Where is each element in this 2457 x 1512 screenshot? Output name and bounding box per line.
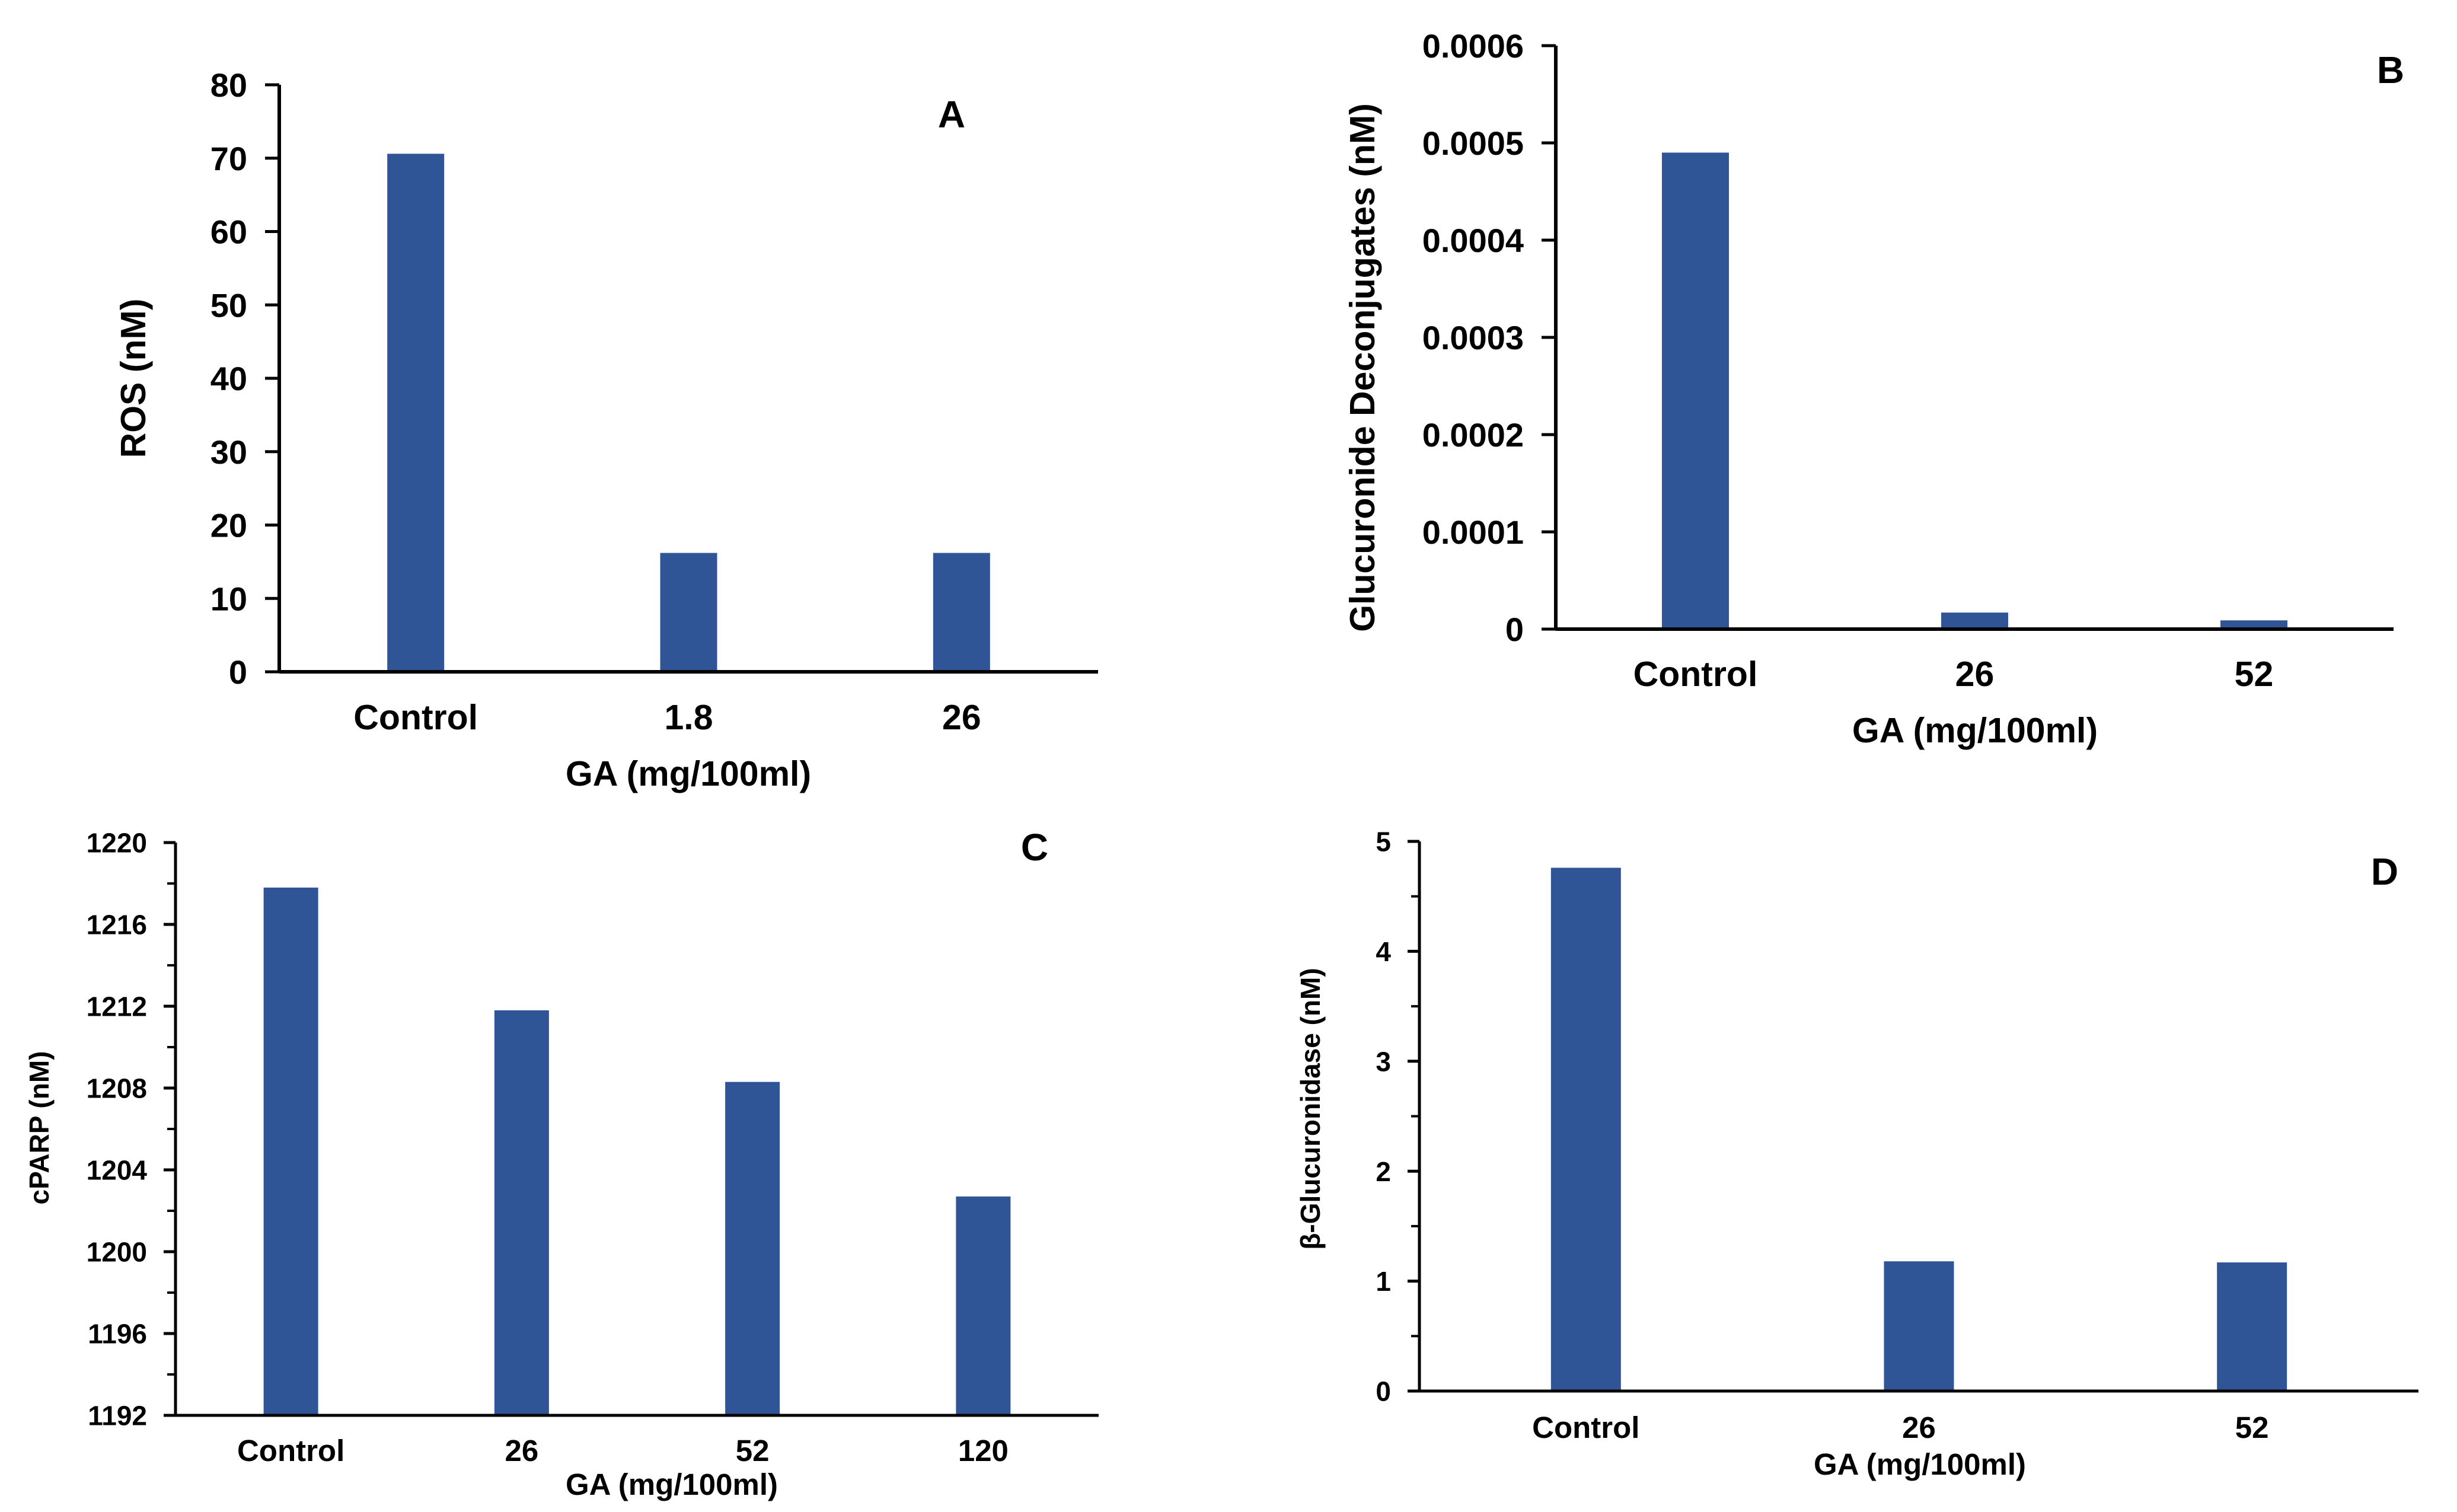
panel-b-label: B <box>2377 49 2404 91</box>
panel-d-y-tick-label: 1 <box>1376 1266 1391 1297</box>
panel-c-x-tick-label: 52 <box>736 1434 770 1468</box>
panel-b-x-tick-label: 52 <box>2235 655 2274 694</box>
panel-d-y-tick-label: 0 <box>1376 1376 1391 1407</box>
panel-c-y-tick-label: 1220 <box>87 828 147 859</box>
panel-a-xlabel: GA (mg/100ml) <box>566 754 811 793</box>
panel-b-y-tick-label: 0.0003 <box>1422 319 1524 356</box>
panel-b-y-tick-label: 0.0005 <box>1422 125 1524 162</box>
panel-c-ylabel: cPARP (nM) <box>24 1051 55 1205</box>
panel-c-x-tick-label: 26 <box>505 1434 539 1468</box>
panel-a-bars <box>387 154 990 672</box>
panel-c-y-tick-label: 1216 <box>87 910 147 940</box>
panel-a-x-ticks: Control 1.8 26 <box>353 698 981 737</box>
panel-c-x-tick-label: 120 <box>958 1434 1009 1468</box>
panel-b-bars <box>1662 152 2287 629</box>
panel-a-y-tick-label: 50 <box>210 286 247 324</box>
panel-a-bar <box>387 154 445 672</box>
panel-d-x-tick-label: Control <box>1532 1411 1639 1444</box>
panel-b-y-tick-label: 0.0002 <box>1422 416 1524 454</box>
panel-a-y-tick-label: 40 <box>210 360 247 397</box>
panel-d-y-tick-label: 2 <box>1376 1156 1391 1187</box>
panel-a-x-tick-label: Control <box>353 698 478 737</box>
panel-d-bars <box>1550 867 2287 1391</box>
panel-b-y-tick-label: 0.0001 <box>1422 513 1524 551</box>
panel-b-y-ticks: 0 0.0001 0.0002 0.0003 0.0004 0.0005 0.0006 <box>1422 27 1556 648</box>
panel-d-ylabel: β-Glucuronidase (nM) <box>1295 968 1326 1249</box>
panel-c-x-tick-label: Control <box>237 1434 344 1468</box>
panel-c-y-tick-label: 1212 <box>87 991 147 1022</box>
panel-a-y-tick-label: 10 <box>210 580 247 617</box>
panel-d-bar <box>1884 1261 1954 1391</box>
panel-d-y-tick-label: 4 <box>1376 936 1391 967</box>
panel-c-bars <box>263 887 1011 1415</box>
panel-d-x-tick-label: 26 <box>1902 1411 1936 1444</box>
panel-c-xlabel: GA (mg/100ml) <box>566 1468 778 1501</box>
panel-a-label: A <box>938 93 965 136</box>
panel-b-x-ticks: Control 26 52 <box>1633 655 2274 694</box>
chart-panel-d: 0 1 2 3 4 5 Control 26 52 GA (mg/100ml) β-Glucu… <box>1295 827 2418 1481</box>
panel-c-bar <box>263 887 318 1415</box>
panel-d-y-tick-label: 3 <box>1376 1046 1391 1077</box>
panel-a-ylabel: ROS (nM) <box>114 299 153 458</box>
panel-b-y-tick-label: 0.0004 <box>1422 222 1524 259</box>
panel-b-bar <box>2220 620 2287 629</box>
panel-c-y-tick-label: 1208 <box>87 1073 147 1104</box>
panel-a-y-tick-label: 30 <box>210 433 247 471</box>
panel-c-y-ticks: 1192 1196 1200 1204 1208 1212 1216 1220 <box>87 828 176 1431</box>
panel-a-bar <box>660 553 717 672</box>
panel-b-y-tick-label: 0 <box>1505 611 1524 648</box>
panel-d-xlabel: GA (mg/100ml) <box>1814 1447 2026 1481</box>
panel-b-ylabel: Glucuronide Deconjugates (nM) <box>1343 103 1382 632</box>
panel-a-y-tick-label: 70 <box>210 140 247 177</box>
panel-a-bar <box>933 553 990 672</box>
panel-c-y-tick-label: 1196 <box>88 1319 147 1350</box>
panel-a-y-ticks: 0 10 20 30 40 50 60 70 80 <box>210 66 279 691</box>
panel-c-y-tick-label: 1192 <box>88 1401 147 1431</box>
panel-d-x-ticks: Control 26 52 <box>1532 1411 2268 1444</box>
panel-d-label: D <box>2371 850 2398 893</box>
panel-c-bar <box>494 1010 549 1415</box>
panel-c-y-tick-label: 1204 <box>87 1155 148 1186</box>
panel-a-x-tick-label: 1.8 <box>664 698 713 737</box>
panel-b-x-tick-label: 26 <box>1955 655 1995 694</box>
panel-c-label: C <box>1021 826 1048 869</box>
panel-a-x-tick-label: 26 <box>942 698 981 737</box>
panel-a-y-tick-label: 80 <box>210 66 247 104</box>
chart-panel-a: 0 10 20 30 40 50 60 70 80 Control 1.8 26 GA (mg/10… <box>114 66 1098 793</box>
panel-c-bar <box>725 1082 780 1415</box>
panel-b-y-tick-label: 0.0006 <box>1422 27 1524 65</box>
panel-d-y-tick-label: 5 <box>1376 827 1391 857</box>
panel-b-bar <box>1941 613 2008 629</box>
panel-a-y-tick-label: 0 <box>229 653 247 691</box>
panel-d-y-ticks: 0 1 2 3 4 5 <box>1376 827 1419 1407</box>
panel-d-bar <box>1550 867 1621 1391</box>
chart-panel-c: 1192 1196 1200 1204 1208 1212 1216 1220 Control… <box>24 826 1099 1501</box>
panel-b-x-tick-label: Control <box>1633 655 1758 694</box>
panel-b-xlabel: GA (mg/100ml) <box>1852 711 2098 750</box>
panel-a-y-tick-label: 60 <box>210 213 247 251</box>
panel-c-y-tick-label: 1200 <box>87 1237 147 1268</box>
panel-c-x-ticks: Control 26 52 120 <box>237 1434 1009 1468</box>
panel-a-y-tick-label: 20 <box>210 507 247 544</box>
panel-d-bar <box>2217 1262 2287 1391</box>
chart-panel-b: 0 0.0001 0.0002 0.0003 0.0004 0.0005 0.0006 Co… <box>1343 27 2404 750</box>
panel-c-bar <box>956 1196 1011 1415</box>
panel-d-x-tick-label: 52 <box>2235 1411 2269 1444</box>
panel-b-bar <box>1662 152 1729 629</box>
